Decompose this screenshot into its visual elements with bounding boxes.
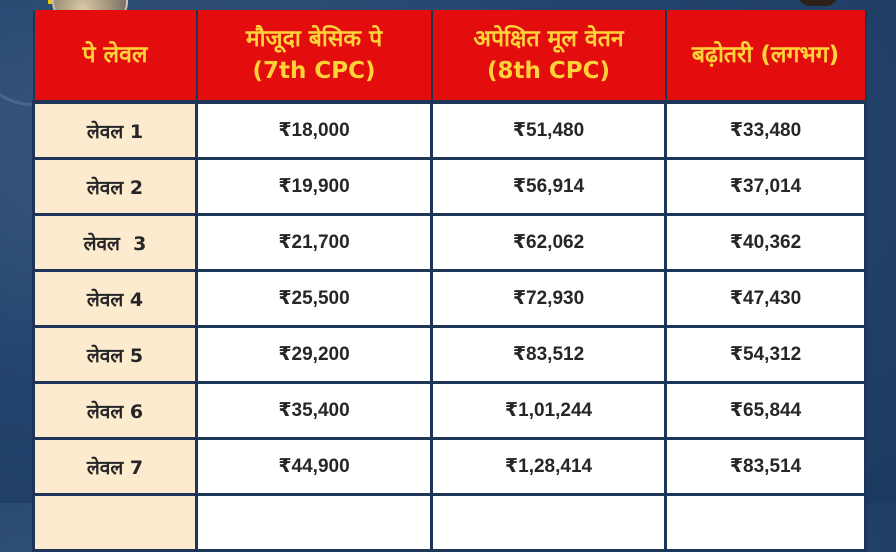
increase-cell: ₹83,514	[664, 437, 867, 496]
level-cell: लेवल 1	[32, 100, 198, 160]
table-header-row: पे लेवल मौजूदा बेसिक पे (7th CPC) अपेक्ष…	[32, 10, 867, 104]
expected-pay-cell: ₹62,062	[430, 213, 667, 272]
table-row: लेवल 3 ₹21,700 ₹62,062 ₹40,362	[32, 213, 867, 272]
expected-pay-cell: ₹56,914	[430, 157, 667, 216]
current-pay-cell: ₹29,200	[195, 325, 433, 384]
expected-pay-cell: ₹72,930	[430, 269, 667, 328]
header-current-basic-pay: मौजूदा बेसिक पे (7th CPC)	[195, 10, 433, 104]
increase-cell: ₹37,014	[664, 157, 867, 216]
increase-cell: ₹47,430	[664, 269, 867, 328]
expected-pay-cell: ₹83,512	[430, 325, 667, 384]
table-row: लेवल 4 ₹25,500 ₹72,930 ₹47,430	[32, 269, 867, 328]
current-pay-cell: ₹19,900	[195, 157, 433, 216]
table-row: लेवल 5 ₹29,200 ₹83,512 ₹54,312	[32, 325, 867, 384]
current-pay-cell: ₹35,400	[195, 381, 433, 440]
increase-cell: ₹54,312	[664, 325, 867, 384]
table-row: लेवल 7 ₹44,900 ₹1,28,414 ₹83,514	[32, 437, 867, 496]
level-cell: लेवल 6	[32, 381, 198, 440]
table-row: लेवल 1 ₹18,000 ₹51,480 ₹33,480	[32, 100, 867, 160]
current-pay-cell: ₹44,900	[195, 437, 433, 496]
level-cell: लेवल 3	[32, 213, 198, 272]
level-cell: लेवल 5	[32, 325, 198, 384]
table-row: लेवल 6 ₹35,400 ₹1,01,244 ₹65,844	[32, 381, 867, 440]
wallet-icon	[798, 0, 838, 6]
increase-cell: ₹65,844	[664, 381, 867, 440]
current-pay-cell: ₹18,000	[195, 100, 433, 160]
level-cell: लेवल 4	[32, 269, 198, 328]
current-pay-cell: ₹21,700	[195, 213, 433, 272]
table-row: लेवल 2 ₹19,900 ₹56,914 ₹37,014	[32, 157, 867, 216]
header-increase: बढ़ोतरी (लगभग)	[664, 10, 867, 104]
increase-cell: ₹33,480	[664, 100, 867, 160]
pay-comparison-table: पे लेवल मौजूदा बेसिक पे (7th CPC) अपेक्ष…	[32, 10, 867, 552]
header-pay-level: पे लेवल	[32, 10, 198, 104]
increase-cell: ₹40,362	[664, 213, 867, 272]
current-pay-cell: ₹25,500	[195, 269, 433, 328]
expected-pay-cell: ₹51,480	[430, 100, 667, 160]
header-expected-basic-pay: अपेक्षित मूल वेतन (8th CPC)	[430, 10, 667, 104]
expected-pay-cell: ₹1,28,414	[430, 437, 667, 496]
level-cell: लेवल 2	[32, 157, 198, 216]
level-cell: लेवल 7	[32, 437, 198, 496]
expected-pay-cell: ₹1,01,244	[430, 381, 667, 440]
